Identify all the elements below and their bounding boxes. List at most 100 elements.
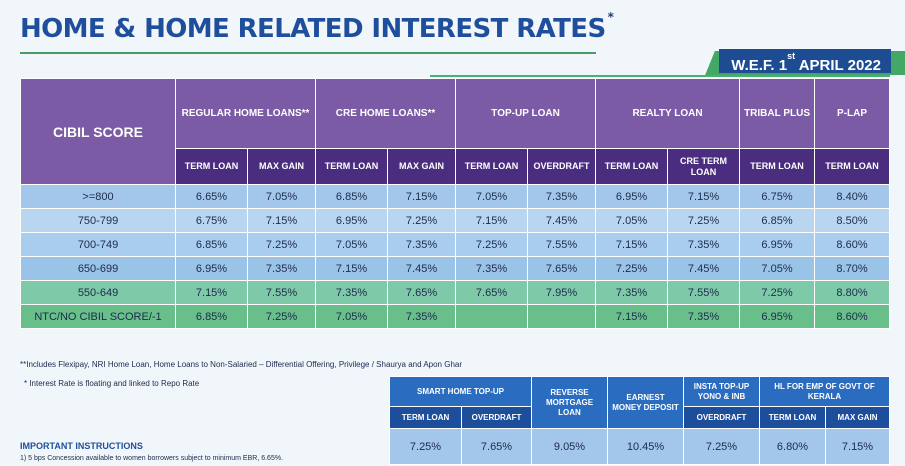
sub-header: TERM LOAN [814,148,891,185]
rate-cell: 7.35% [246,256,317,281]
instructions-title: IMPORTANT INSTRUCTIONS [20,441,143,451]
rate-cell: 7.15% [667,184,741,209]
other-group-header: HL FOR EMP OF GOVT OF KERALA [759,376,890,407]
rate-cell: 7.25% [246,232,317,257]
table-row: 650-699 6.95% 7.35% 7.15% 7.45% 7.35% 7.65% 7.2… [20,256,891,281]
rate-cell: 6.65% [175,184,248,209]
rate-cell: 7.15% [455,208,529,233]
rate-cell: 7.15% [315,256,389,281]
rate-cell: 6.85% [315,184,389,209]
wef-badge: W.E.F. 1st APRIL 2022 [705,49,905,75]
table-row: 700-749 6.85% 7.25% 7.05% 7.35% 7.25% 7.55% 7.1… [20,232,891,257]
sub-header: MAX GAIN [387,148,457,185]
other-group-header-row: SMART HOME TOP-UP REVERSE MORTGAGE LOAN … [389,376,890,429]
rate-cell: 7.45% [667,256,741,281]
wef-suffix: APRIL 2022 [795,57,881,74]
other-rates-row: 7.25% 7.65% 9.05% 10.45% 7.25% 6.80% 7.1… [389,428,890,465]
cibil-score-cell: 700-749 [20,232,176,257]
other-sub-header: MAX GAIN [825,406,890,429]
group-header: REALTY LOAN [595,78,741,149]
rate-cell: 10.45% [607,428,684,465]
rate-cell: 8.80% [814,280,891,305]
footnote-double-star: **Includes Flexipay, NRI Home Loan, Home… [20,360,463,369]
sub-header: TERM LOAN [175,148,248,185]
other-group-header: SMART HOME TOP-UP [389,376,532,407]
other-group-header: INSTA TOP-UP YONO & INB [683,376,760,407]
rate-cell: 7.15% [246,208,317,233]
other-sub-header: TERM LOAN [389,406,462,429]
instruction-item: 1) 5 bps Concession available to women b… [20,455,284,462]
group-header: CRE HOME LOANS** [315,78,457,149]
rate-cell: 6.95% [595,184,669,209]
rate-cell: 7.35% [667,232,741,257]
rate-cell: 7.05% [246,184,317,209]
rate-cell: 7.05% [739,256,816,281]
rate-cell: 7.35% [667,304,741,329]
sub-header: TERM LOAN [739,148,816,185]
rate-cell: 7.25% [667,208,741,233]
rate-cell: 7.25% [246,304,317,329]
table-row: 750-799 6.75% 7.15% 6.95% 7.25% 7.15% 7.45% 7.0… [20,208,891,233]
rate-cell: 8.40% [814,184,891,209]
table-row: >=800 6.65% 7.05% 6.85% 7.15% 7.05% 7.35% 6.95%… [20,184,891,209]
rate-cell [527,304,597,329]
cibil-score-cell: 750-799 [20,208,176,233]
table-row: 550-649 7.15% 7.55% 7.35% 7.65% 7.65% 7.95% 7.3… [20,280,891,305]
rate-cell: 7.15% [175,280,248,305]
rate-cell: 7.15% [595,232,669,257]
rate-cell: 7.15% [825,428,890,465]
wef-underline [430,75,890,77]
rate-cell: 7.55% [527,232,597,257]
group-header: TOP-UP LOAN [455,78,597,149]
rate-cell: 7.05% [595,208,669,233]
sub-header: TERM LOAN [315,148,389,185]
rate-cell: 7.35% [527,184,597,209]
rate-cell: 7.05% [455,184,529,209]
rate-cell: 6.95% [739,232,816,257]
cibil-score-cell: 550-649 [20,280,176,305]
page-title: HOME & HOME RELATED INTEREST RATES * [20,10,614,44]
other-loans-table: SMART HOME TOP-UP REVERSE MORTGAGE LOAN … [389,376,890,465]
other-group-header: EARNEST MONEY DEPOSIT [607,376,684,429]
sub-header: OVERDRAFT [527,148,597,185]
group-header: TRIBAL PLUS [739,78,816,149]
sub-header: MAX GAIN [246,148,317,185]
rate-cell: 6.75% [739,184,816,209]
rate-cell: 7.05% [315,304,389,329]
sub-header-row: TERM LOAN MAX GAIN TERM LOAN MAX GAIN TE… [21,148,891,185]
sub-header: CRE TERM LOAN [667,148,741,185]
rate-cell: 7.45% [527,208,597,233]
cibil-score-header: CIBIL SCORE [20,78,176,185]
rate-cell: 7.05% [315,232,389,257]
rate-cell [455,304,529,329]
rate-cell: 7.25% [739,280,816,305]
wef-label: W.E.F. 1st APRIL 2022 [719,49,891,74]
rate-cell: 7.25% [595,256,669,281]
group-header: REGULAR HOME LOANS** [174,78,317,149]
table-row: NTC/NO CIBIL SCORE/-1 6.85% 7.25% 7.05% 7.35… [20,304,891,329]
rate-cell: 6.85% [175,304,248,329]
rate-cell: 7.65% [527,256,597,281]
interest-rates-table: CIBIL SCORE REGULAR HOME LOANS** CRE HOM… [20,78,891,329]
rate-cell: 6.95% [175,256,248,281]
rate-cell: 6.95% [739,304,816,329]
title-underline [20,52,596,54]
rate-cell: 7.45% [387,256,457,281]
other-sub-header: OVERDRAFT [461,406,532,429]
cibil-score-cell: NTC/NO CIBIL SCORE/-1 [20,304,176,329]
rate-cell: 6.85% [175,232,248,257]
rate-cell: 8.60% [814,304,891,329]
group-header-row: CIBIL SCORE REGULAR HOME LOANS** CRE HOM… [20,78,891,185]
rate-cell: 7.25% [683,428,760,465]
cibil-score-cell: 650-699 [20,256,176,281]
rate-cell: 7.35% [455,256,529,281]
rate-cell: 7.15% [387,184,457,209]
rate-cell: 6.85% [739,208,816,233]
sub-header: TERM LOAN [455,148,529,185]
rate-cell: 6.75% [175,208,248,233]
rate-cell: 8.50% [814,208,891,233]
rate-cell: 7.25% [455,232,529,257]
rate-cell: 7.65% [387,280,457,305]
rate-cell: 7.35% [387,232,457,257]
sub-header: TERM LOAN [595,148,669,185]
